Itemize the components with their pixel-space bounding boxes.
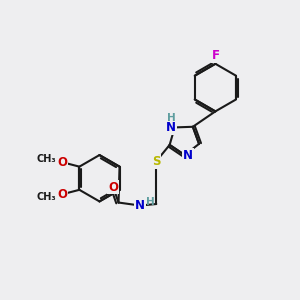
Text: H: H	[167, 113, 176, 123]
Text: H: H	[146, 197, 155, 207]
Text: N: N	[183, 148, 193, 161]
Text: O: O	[108, 181, 118, 194]
Text: S: S	[152, 155, 160, 168]
Text: F: F	[212, 49, 219, 62]
Text: O: O	[57, 156, 67, 169]
Text: CH₃: CH₃	[37, 192, 56, 202]
Text: CH₃: CH₃	[37, 154, 56, 164]
Text: N: N	[166, 121, 176, 134]
Text: N: N	[135, 199, 145, 212]
Text: O: O	[57, 188, 67, 201]
